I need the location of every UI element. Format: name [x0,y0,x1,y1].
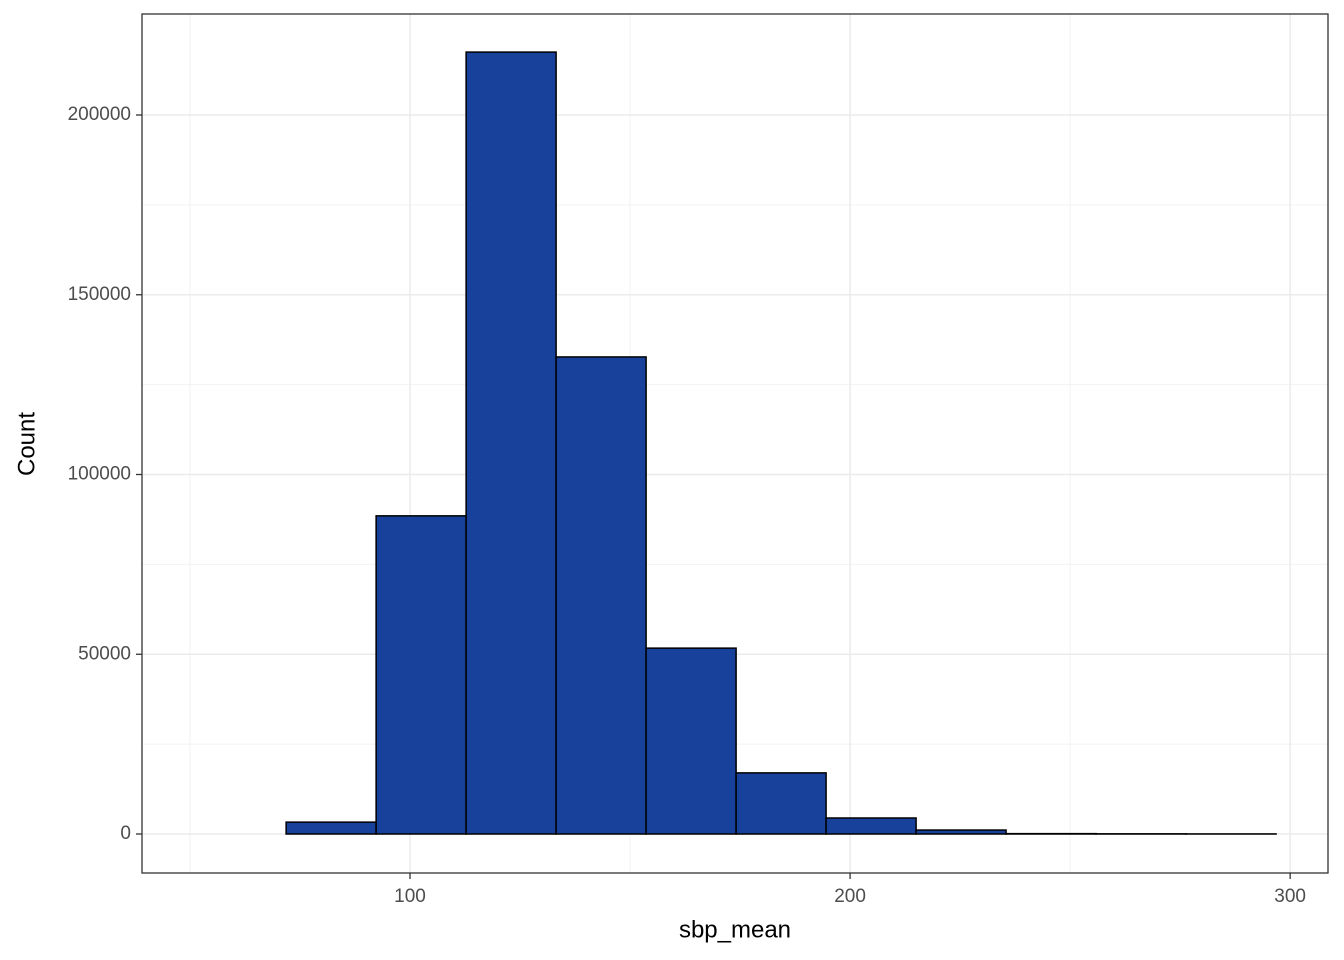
x-tick-label: 300 [1274,886,1306,907]
histogram-bar [735,772,827,835]
histogram-bar [375,515,467,835]
histogram-bar [285,821,377,835]
y-tick-label: 200000 [68,104,131,125]
histogram-bar [645,647,737,835]
x-tick-label: 100 [394,886,426,907]
histogram-bar [915,829,1007,835]
histogram-bar [825,817,917,835]
plot-border [141,13,1329,874]
histogram-bar [555,356,647,835]
x-tick-label: 200 [834,886,866,907]
y-tick-label: 0 [120,823,131,844]
x-axis-title: sbp_mean [679,916,791,943]
histogram-bar [465,51,557,835]
y-tick-label: 50000 [78,643,131,664]
y-axis-title: Count [13,412,40,476]
y-tick-label: 150000 [68,284,131,305]
y-tick-label: 100000 [68,464,131,485]
